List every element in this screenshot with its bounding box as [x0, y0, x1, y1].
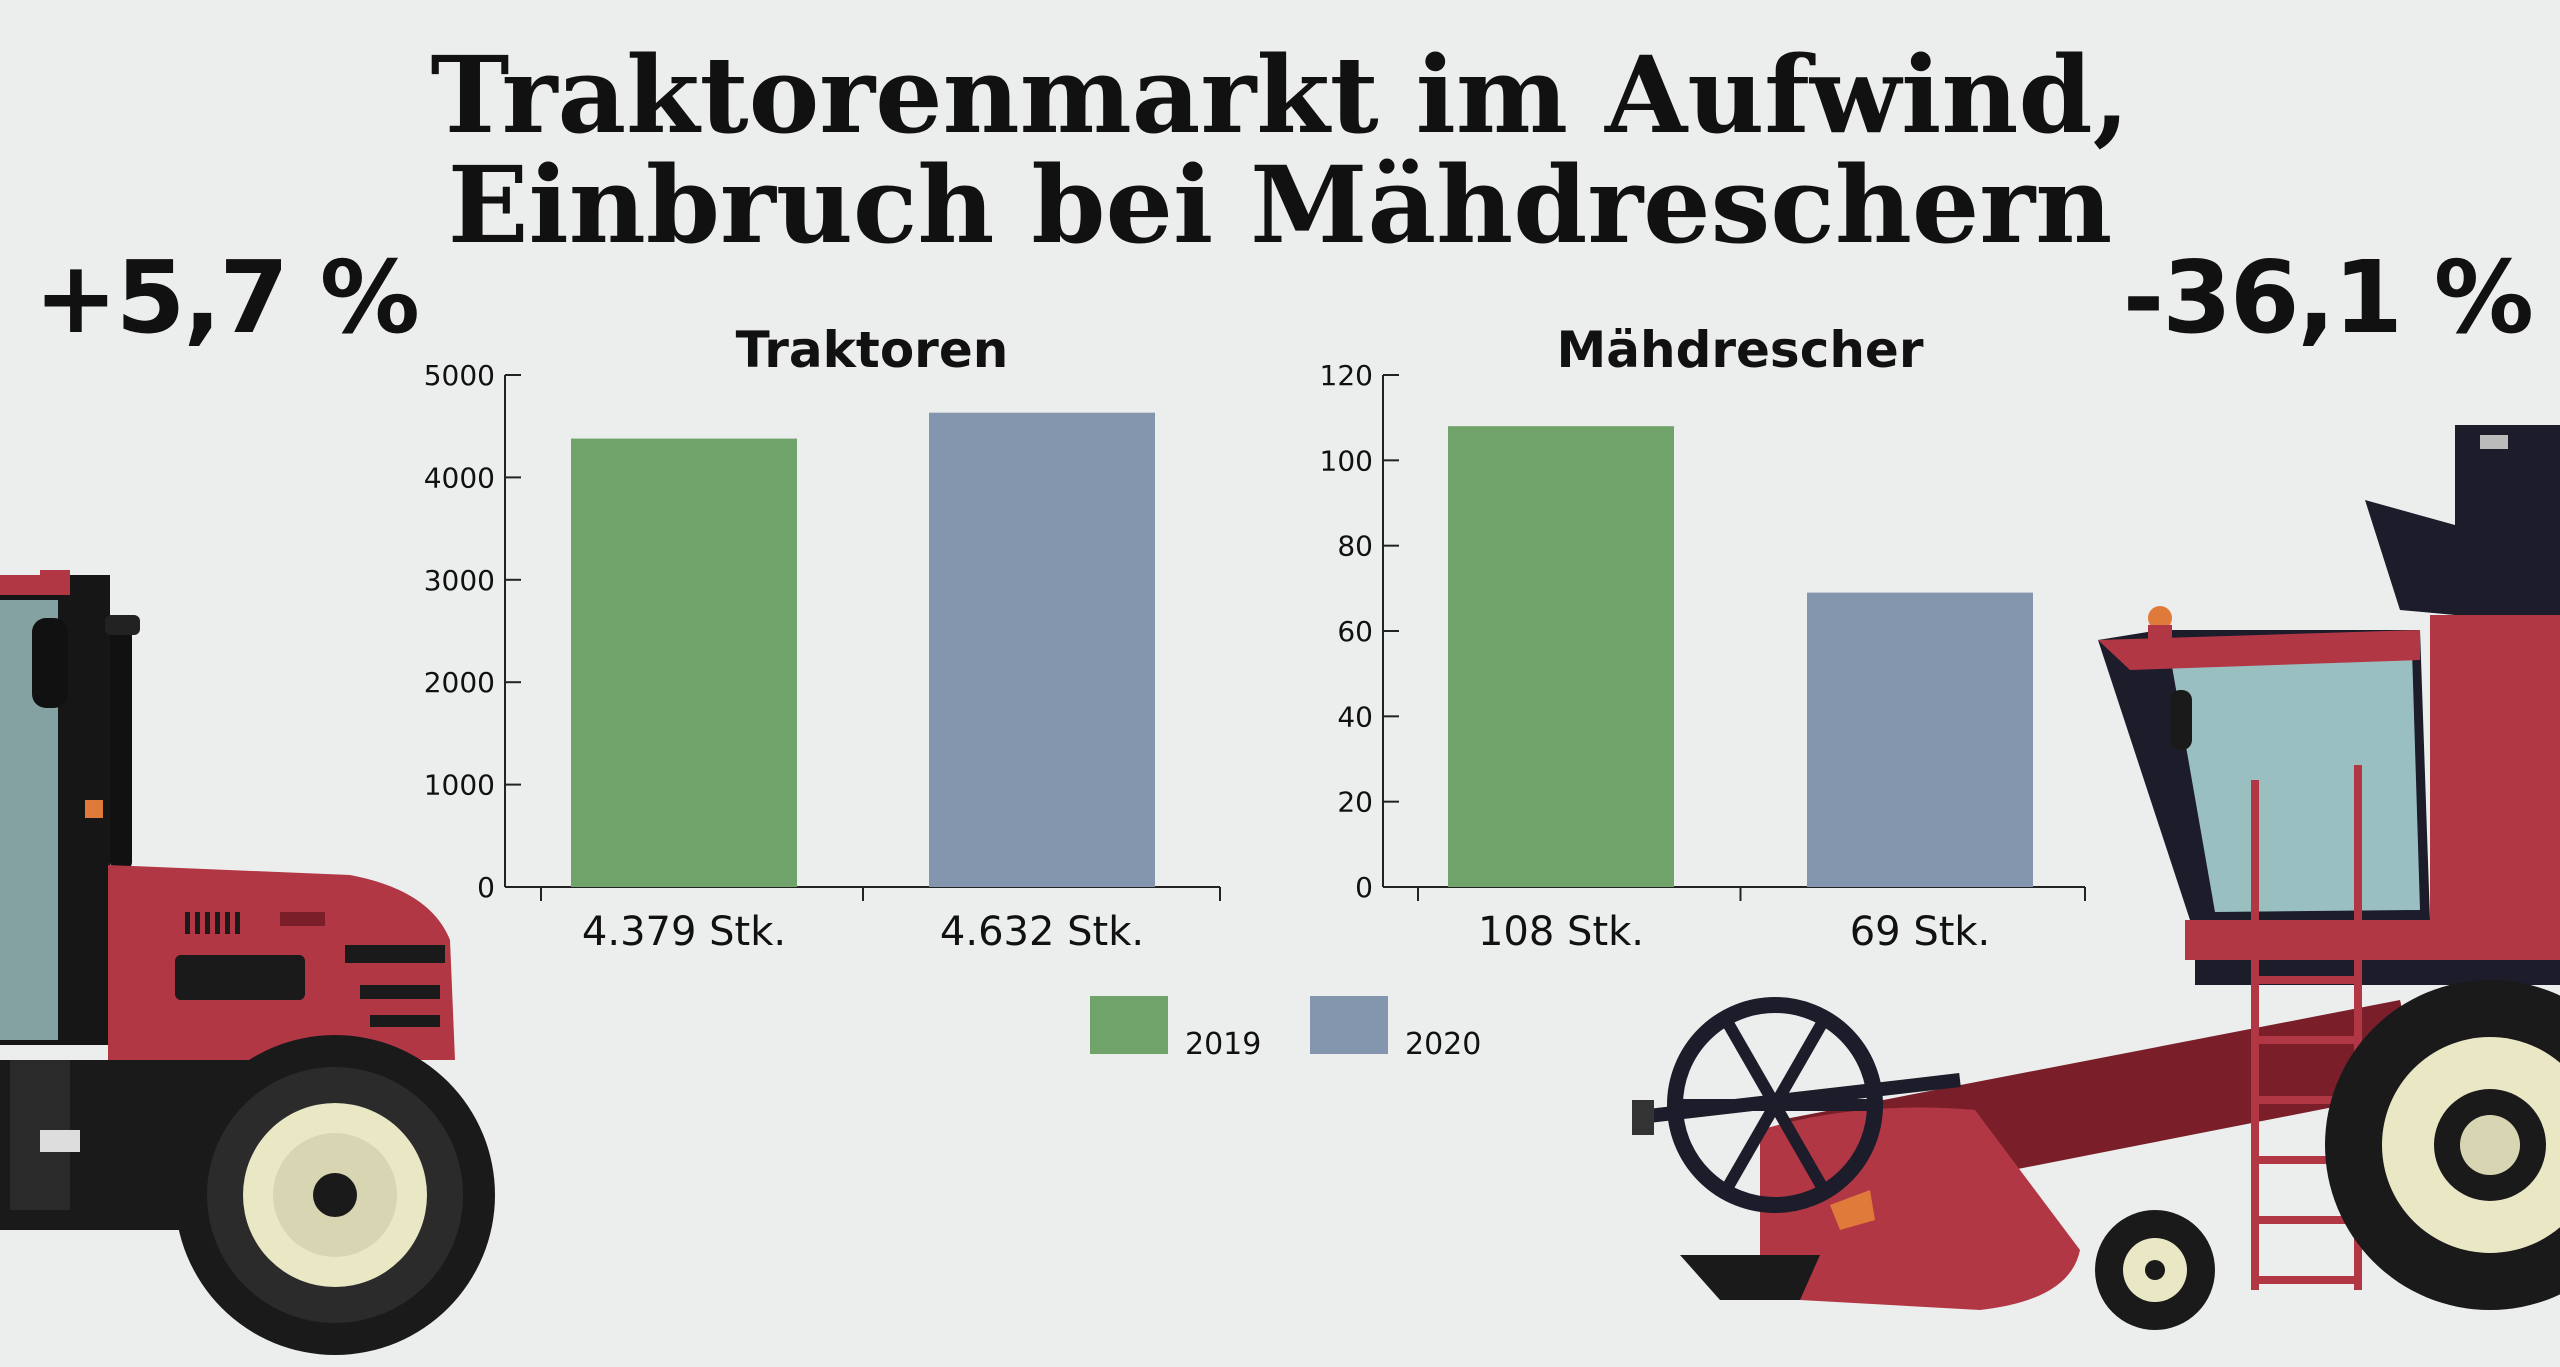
- legend-label: 2020: [1405, 1027, 1481, 1062]
- y-tick-label: 5000: [424, 359, 495, 392]
- y-tick-label: 4000: [424, 461, 495, 494]
- y-tick-label: 20: [1337, 786, 1373, 819]
- y-tick-label: 80: [1337, 530, 1373, 563]
- y-tick-label: 0: [1355, 871, 1373, 904]
- chart-title-combines: Mähdrescher: [1556, 321, 1923, 379]
- combine-change-percent: -36,1 %: [2122, 239, 2534, 356]
- tractor-illustration: [0, 570, 495, 1355]
- legend-label: 2019: [1185, 1027, 1261, 1062]
- tractor-chart: 0 1000 2000 3000 4000 5000 4.379 Stk. 4.632 Stk…: [424, 359, 1221, 955]
- page-title-line-1: Traktorenmarkt im Aufwind,: [430, 32, 2130, 157]
- legend: 2019 2020: [1090, 996, 1481, 1062]
- tractor-change-percent: +5,7 %: [34, 239, 420, 356]
- y-tick-label: 1000: [424, 769, 495, 802]
- y-tick-label: 40: [1337, 700, 1373, 733]
- category-label: 4.632 Stk.: [940, 909, 1144, 955]
- y-tick-label: 2000: [424, 666, 495, 699]
- page-title-line-2: Einbruch bei Mähdreschern: [447, 142, 2113, 267]
- y-tick-label: 3000: [424, 564, 495, 597]
- category-label: 108 Stk.: [1478, 909, 1644, 955]
- bar: [1807, 592, 2033, 887]
- y-tick-label: 60: [1337, 615, 1373, 648]
- legend-swatch: [1310, 996, 1388, 1054]
- y-tick-label: 120: [1320, 359, 1373, 392]
- y-tick-label: 100: [1320, 444, 1373, 477]
- category-label: 69 Stk.: [1850, 909, 1991, 955]
- bar: [571, 438, 797, 887]
- chart-title-tractors: Traktoren: [736, 321, 1009, 379]
- bar: [929, 412, 1155, 887]
- legend-swatch: [1090, 996, 1168, 1054]
- y-tick-label: 0: [477, 871, 495, 904]
- category-label: 4.379 Stk.: [582, 909, 786, 955]
- combine-chart: 0 20 40 60 80 100 120 108 Stk. 69 Stk.: [1320, 359, 2086, 955]
- bar: [1448, 426, 1674, 887]
